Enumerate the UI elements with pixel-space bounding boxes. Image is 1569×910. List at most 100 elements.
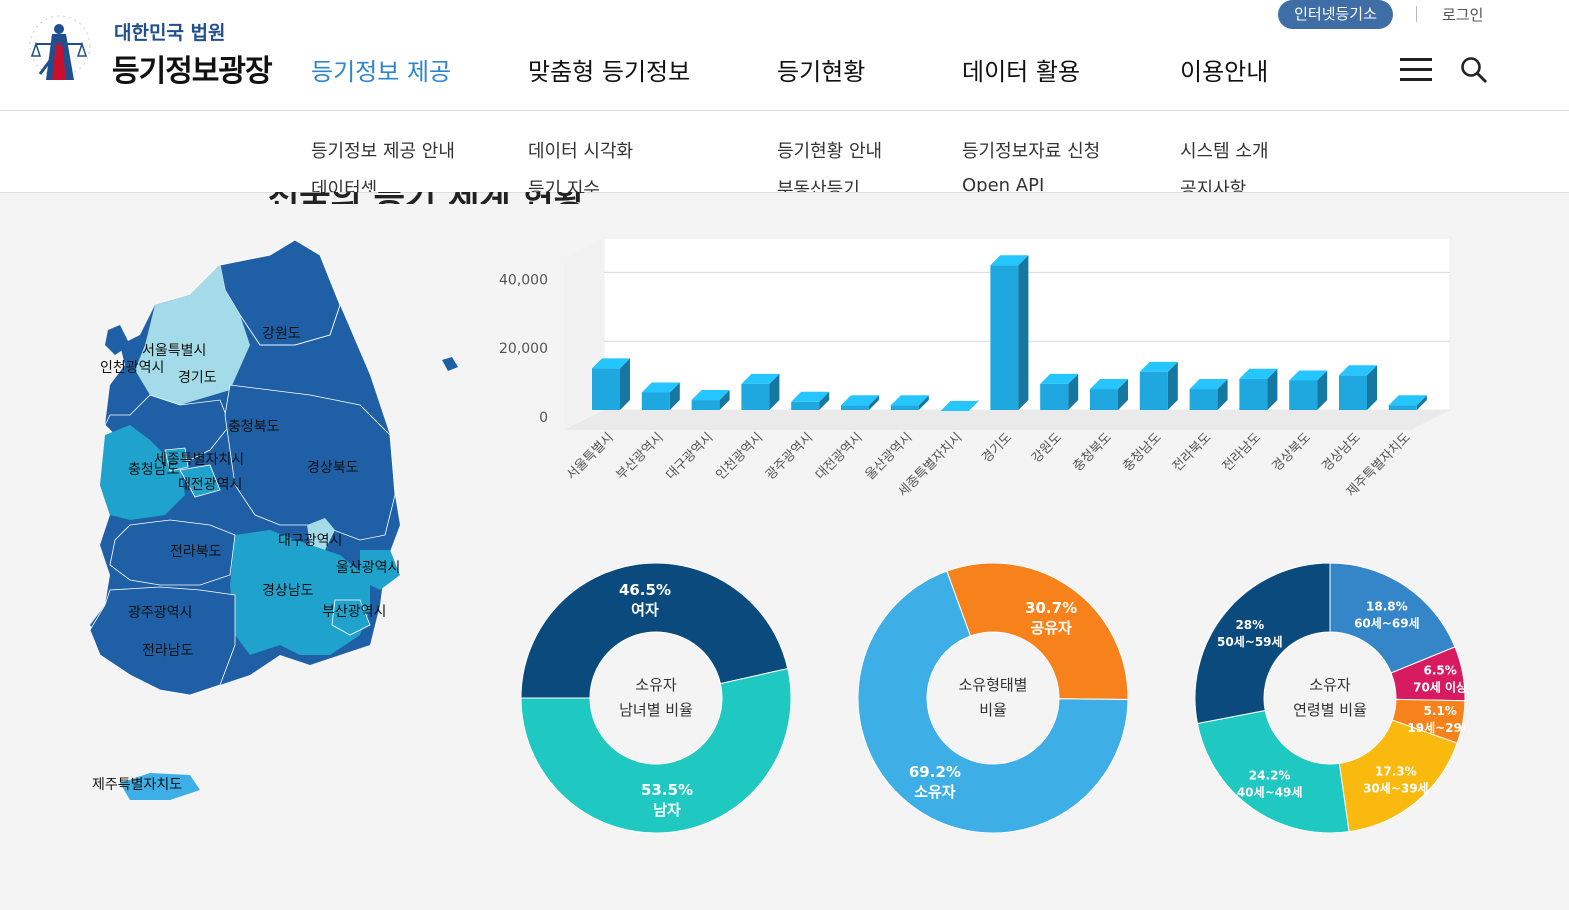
map-label: 충청남도: [128, 462, 180, 478]
map-label: 부산광역시: [322, 604, 387, 620]
donut-slice[interactable]: [520, 667, 792, 834]
court-name: 대한민국 법원: [114, 22, 226, 44]
submenu-item[interactable]: 등기정보자료 신청: [962, 141, 1101, 162]
submenu-item[interactable]: 공지사항: [1180, 179, 1247, 193]
bar-9[interactable]: [1040, 373, 1079, 410]
menu-data-use[interactable]: 데이터 활용: [962, 58, 1081, 86]
region-bar-chart: 0 20,000 40,000 서울특별시 부산광역시 대구광역시 인천광역시 광주광역시 대…: [490, 230, 1470, 530]
map-label: 광주광역시: [128, 605, 193, 621]
donut-slice[interactable]: [1338, 719, 1458, 833]
submenu-item[interactable]: Open API: [962, 175, 1045, 193]
bar-2[interactable]: [691, 390, 730, 410]
x-category-label: 전라북도: [1170, 430, 1214, 474]
submenu-item[interactable]: 등기 지수: [528, 179, 600, 193]
slice-percent-label: 24.2%: [1249, 769, 1291, 783]
bar-15[interactable]: [1339, 365, 1377, 410]
y-tick-label: 40,000: [499, 272, 548, 288]
bar-16[interactable]: [1388, 395, 1427, 410]
search-icon[interactable]: [1460, 56, 1488, 84]
donut-center-label: 비율: [979, 701, 1007, 719]
map-label: 전라북도: [170, 544, 222, 560]
bar-chart-svg: 0 20,000 40,000 서울특별시부산광역시대구광역시인천광역시광주광역시대…: [499, 237, 1451, 500]
map-label: 제주특별자치도: [92, 777, 183, 793]
bar-5[interactable]: [841, 395, 879, 410]
donut-center-label: 소유자: [635, 676, 677, 694]
hamburger-menu-icon[interactable]: [1400, 56, 1432, 82]
map-label: 충청북도: [228, 419, 280, 435]
bar-0[interactable]: [592, 358, 630, 410]
submenu-item[interactable]: 시스템 소개: [1180, 141, 1269, 162]
bar-12[interactable]: [1189, 379, 1228, 410]
x-category-label: 대전광역시: [813, 430, 866, 483]
menu-registry-status[interactable]: 등기현황: [777, 58, 866, 86]
slice-percent-label: 5.1%: [1424, 704, 1457, 718]
bar-4[interactable]: [791, 391, 830, 410]
bar-13[interactable]: [1239, 368, 1278, 410]
top-divider: [1416, 6, 1417, 22]
login-link[interactable]: 로그인: [1442, 6, 1484, 24]
donut-slice[interactable]: [1194, 562, 1331, 725]
slice-percent-label: 6.5%: [1423, 664, 1456, 678]
map-label: 전라남도: [142, 643, 194, 659]
donut-slice[interactable]: [857, 570, 1129, 834]
bar-14[interactable]: [1289, 370, 1328, 410]
bar-11[interactable]: [1139, 361, 1178, 410]
x-category-label: 충청남도: [1120, 430, 1164, 474]
slice-name-label: 여자: [631, 601, 659, 619]
bar-1[interactable]: [641, 382, 680, 410]
slice-name-label: 60세~69세: [1354, 615, 1420, 630]
map-label: 인천광역시: [100, 360, 165, 376]
submenu-item[interactable]: 등기현황 안내: [777, 141, 883, 162]
slice-percent-label: 53.5%: [641, 781, 693, 799]
x-category-label: 부산광역시: [614, 430, 667, 483]
submenu-item[interactable]: 부동산등기: [777, 179, 860, 193]
age-ratio-donut: 18.8% 60세~69세 6.5% 70세 이상 5.1% 19세~29세 17.3% 30…: [1194, 562, 1473, 834]
court-emblem-icon: [29, 15, 91, 80]
x-category-label: 경상북도: [1270, 430, 1314, 474]
slice-percent-label: 69.2%: [909, 763, 961, 781]
map-label: 경상북도: [307, 460, 359, 476]
slice-name-label: 40세~49세: [1237, 785, 1303, 800]
x-category-label: 울산광역시: [863, 430, 916, 483]
x-category-label: 서울특별시: [564, 430, 617, 483]
map-label: 경상남도: [262, 583, 314, 599]
map-label: 울산광역시: [336, 560, 401, 576]
site-name: 등기정보광장: [112, 54, 273, 89]
submenu-item[interactable]: 데이터 시각화: [528, 141, 634, 162]
internet-registry-button[interactable]: 인터넷등기소: [1278, 0, 1393, 29]
donut-slice[interactable]: [1196, 709, 1350, 834]
bar-3[interactable]: [741, 373, 780, 410]
submenu-item[interactable]: 등기정보 제공 안내: [311, 141, 455, 162]
bar-8[interactable]: [990, 255, 1029, 410]
donut-slice[interactable]: [520, 562, 789, 699]
donut-center-label: 소유형태별: [958, 676, 1028, 694]
donut-center-label: 남녀별 비율: [619, 701, 693, 719]
y-tick-label: 0: [539, 410, 548, 426]
donut-svg: 30.7% 공유자 69.2% 소유자: [857, 562, 1129, 834]
slice-percent-label: 30.7%: [1025, 599, 1077, 617]
x-category-label: 광주광역시: [763, 430, 816, 483]
slice-name-label: 남자: [653, 801, 681, 819]
x-category-label: 경기도: [979, 430, 1015, 466]
x-category-label: 대구광역시: [664, 430, 717, 483]
menu-guide[interactable]: 이용안내: [1180, 58, 1269, 86]
slice-name-label: 30세~39세: [1363, 781, 1429, 796]
ownership-type-donut: 30.7% 공유자 69.2% 소유자 소유형태별 비율: [857, 562, 1129, 834]
korea-region-map: 강원도 서울특별시 인천광역시 경기도 충청북도 세종특별자치시 충청남도 대전…: [70, 235, 470, 810]
donut-slice[interactable]: [946, 562, 1129, 700]
map-label: 서울특별시: [142, 343, 207, 359]
map-label: 경기도: [178, 370, 217, 386]
submenu-item[interactable]: 데이터셋: [311, 179, 378, 193]
donut-slice[interactable]: [1329, 562, 1456, 674]
bar-10[interactable]: [1090, 379, 1128, 410]
donut-center-label: 연령별 비율: [1293, 701, 1367, 719]
menu-custom-registry[interactable]: 맞춤형 등기정보: [528, 58, 691, 86]
menu-registry-info[interactable]: 등기정보 제공: [311, 58, 452, 86]
site-logo[interactable]: 대한민국 법원 등기정보광장: [22, 14, 302, 94]
bar-6[interactable]: [890, 395, 929, 410]
slice-name-label: 50세~59세: [1217, 634, 1283, 649]
slice-percent-label: 17.3%: [1375, 765, 1417, 779]
bar-7[interactable]: [940, 400, 979, 412]
map-label: 강원도: [262, 326, 301, 342]
x-category-label: 인천광역시: [713, 430, 766, 483]
